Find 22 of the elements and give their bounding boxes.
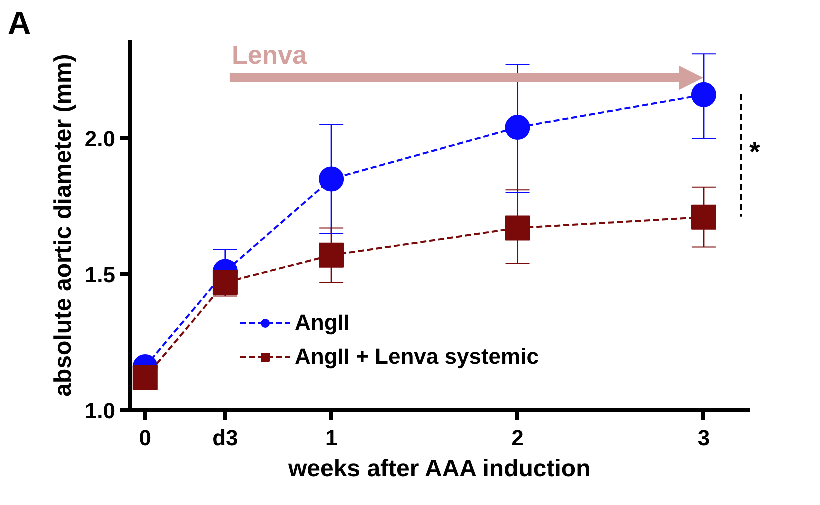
x-tick-label: 0 <box>139 426 152 450</box>
point <box>132 365 158 390</box>
annotation: Lenva <box>232 40 308 70</box>
point <box>691 82 716 108</box>
point <box>319 166 344 192</box>
x-axis-title: weeks after AAA induction <box>287 456 591 482</box>
point <box>505 216 530 241</box>
x-tick-label: d3 <box>212 426 238 450</box>
point <box>691 204 716 230</box>
x-tick-label: 3 <box>698 426 710 450</box>
x-tick-label: 1 <box>325 426 338 450</box>
point <box>505 115 530 140</box>
text: A <box>8 5 32 41</box>
x-tick-label: 2 <box>512 426 524 450</box>
legend-label: AngII + Lenva systemic <box>295 344 539 370</box>
y-tick-label: 2.0 <box>84 126 116 152</box>
legend-label: AngII <box>295 310 350 336</box>
y-tick-label: 1.5 <box>84 262 116 288</box>
y-tick-label: 1.0 <box>84 398 116 424</box>
point <box>319 242 344 268</box>
y-axis-title: absolute aortic diameter (mm) <box>50 54 77 397</box>
annotation: * <box>749 136 760 168</box>
